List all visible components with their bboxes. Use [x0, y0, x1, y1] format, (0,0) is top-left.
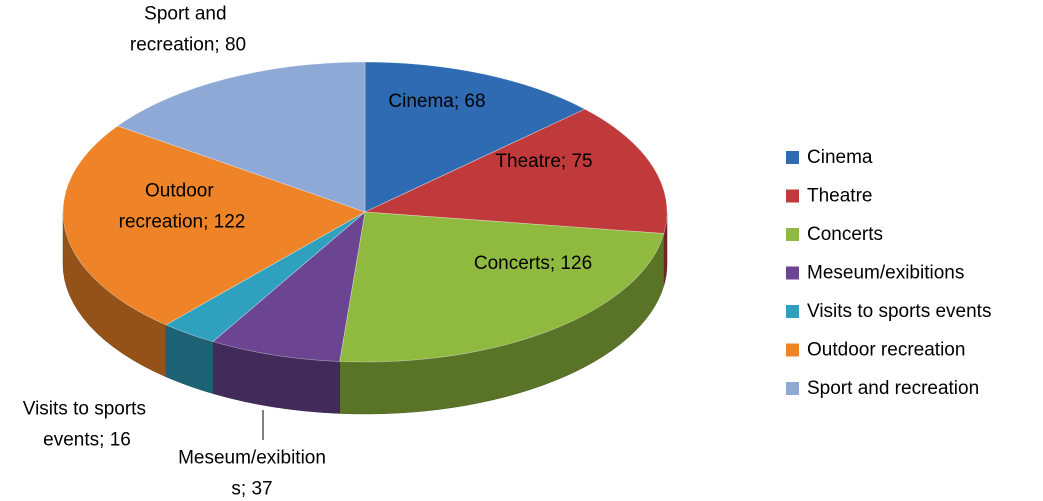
slice: [339, 211, 665, 363]
slice: [363, 108, 668, 234]
data-label: Cinema; 68: [388, 91, 485, 112]
legend-swatch: [786, 228, 799, 241]
data-label: Concerts; 126: [474, 253, 592, 274]
slice: [62, 125, 366, 326]
data-label: Theatre; 75: [495, 151, 592, 172]
legend-label: Visits to sports events: [807, 301, 991, 322]
data-label: Visits to sports events; 16: [23, 399, 151, 451]
legend-label: Meseum/exibitions: [807, 263, 964, 284]
legend-label: Sport and recreation: [807, 378, 979, 399]
slice: [117, 61, 366, 213]
legend-swatch: [786, 343, 799, 357]
data-label: Meseum/exibition s; 37: [178, 448, 326, 500]
legend-label: Theatre: [807, 186, 872, 207]
legend-swatch: [786, 151, 799, 164]
legend-label: Concerts: [807, 224, 883, 245]
legend-label: Outdoor recreation: [807, 340, 965, 361]
legend-swatch: [786, 305, 799, 318]
legend-label: Cinema: [807, 147, 873, 168]
legend-swatch: [786, 189, 799, 203]
legend-swatch: [786, 266, 799, 280]
data-label: Outdoor recreation; 122: [119, 181, 246, 233]
slice: [212, 211, 366, 362]
slice: [364, 61, 586, 213]
legend-swatch: [786, 382, 799, 395]
data-label: Sport and recreation; 80: [130, 4, 246, 56]
